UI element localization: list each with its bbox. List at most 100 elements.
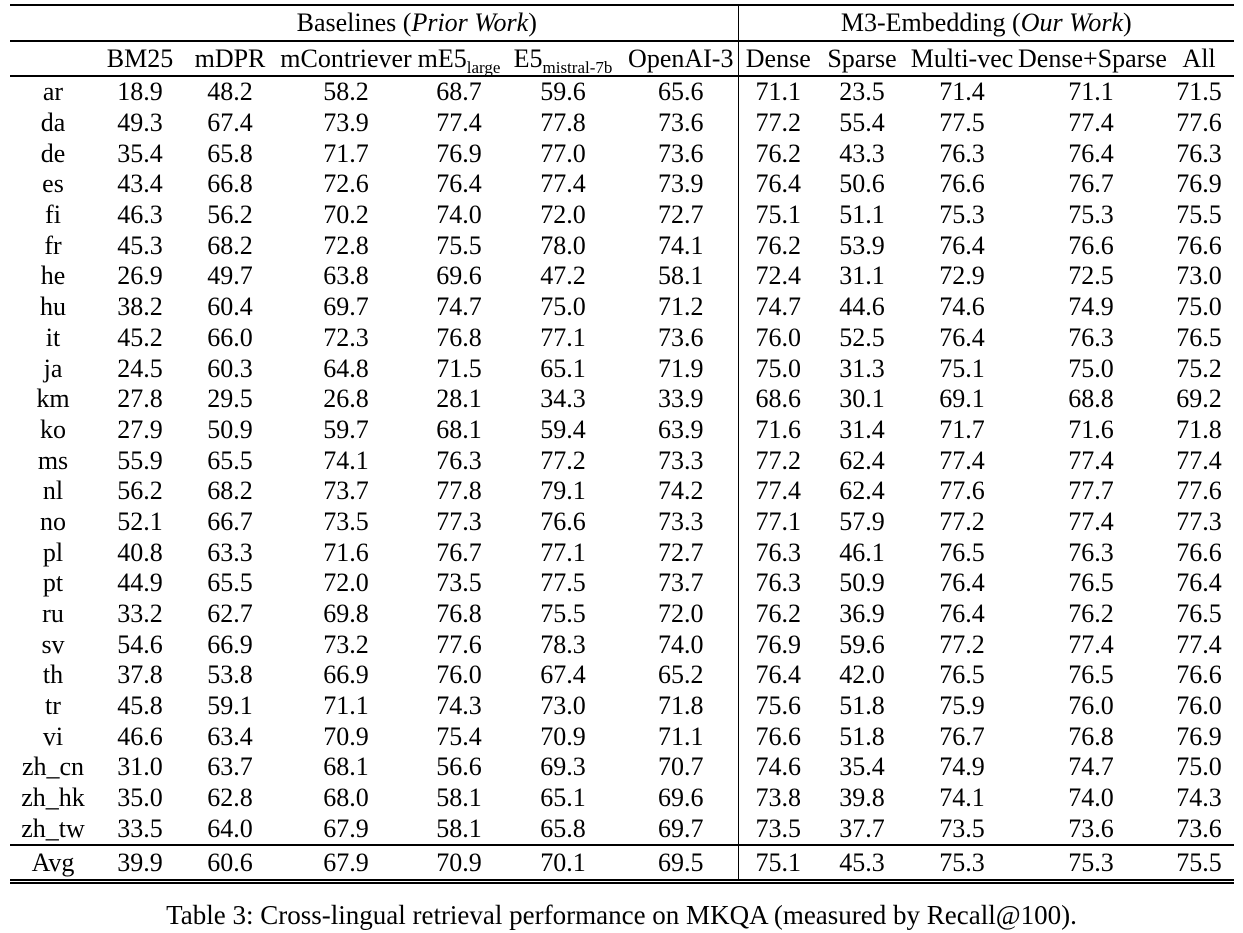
table-cell: 74.3 [436,691,482,721]
table-cell: 37.8 [117,660,163,690]
table-cell: 44.6 [839,292,885,322]
table-cell: 70.9 [416,844,502,882]
table-cell: 76.3 [1176,138,1222,168]
table-cell: 65.2 [658,660,704,690]
table-cell: 63.8 [323,261,369,291]
table-row: zh_tw 33.5 64.0 67.9 58.1 65.8 69.7 73.5 37.7 73.… [10,813,1234,846]
row-label: Avg [10,844,96,882]
table-cell: 74.1 [323,445,369,475]
table-cell: 35.0 [117,783,163,813]
table-cell: 73.5 [323,506,369,536]
row-label: it [45,322,61,352]
table-cell: 59.6 [540,77,586,107]
table-cell: 63.7 [207,752,253,782]
table-cell: 77.5 [540,568,586,598]
table-row: ru 33.2 62.7 69.8 76.8 75.5 72.0 76.2 36.9 76.4 76… [10,598,1234,630]
table-cell: 74.0 [436,200,482,230]
group-header: M3-Embedding (Our Work) [737,5,1235,42]
row-label: th [42,660,64,690]
table-cell: 76.7 [939,721,985,751]
table-cell: 76.0 [1176,691,1222,721]
table-cell: 40.8 [117,537,163,567]
table-cell: 74.9 [939,752,985,782]
table-cell: 71.9 [658,353,704,383]
column-header: Multi-vec [906,41,1019,77]
table-cell: 75.0 [737,353,819,384]
table-cell: 75.0 [1176,752,1222,782]
table-cell: 75.5 [436,230,482,260]
table-cell: 69.2 [1176,384,1222,414]
table-cell: 31.3 [839,353,885,383]
row-label: zh_hk [21,783,85,813]
table-cell: 23.5 [839,77,885,107]
table-cell: 58.1 [436,813,482,843]
table-cell: 76.3 [737,537,819,568]
table-cell: 76.0 [1068,691,1114,721]
table-cell: 76.4 [1176,568,1222,598]
table-cell: 66.0 [207,322,253,352]
table-cell: 71.5 [436,353,482,383]
table-cell: 66.9 [207,629,253,659]
table-cell: 37.7 [839,813,885,843]
table-cell: 31.0 [117,752,163,782]
table-cell: 76.5 [1176,599,1222,629]
column-header: BM25 [96,41,184,77]
table-cell: 76.6 [737,721,819,753]
table-cell: 45.8 [117,691,163,721]
table-cell: 70.1 [502,844,624,882]
table-cell: 77.4 [939,445,985,475]
table-cell: 55.9 [117,445,163,475]
table-cell: 74.6 [737,752,819,783]
table-cell: 66.8 [207,169,253,199]
table-cell: 45.3 [117,230,163,260]
table-row: fi 46.3 56.2 70.2 74.0 72.0 72.7 75.1 51.1 75.3 75… [10,199,1234,231]
table-cell: 76.3 [436,445,482,475]
table-cell: 77.2 [737,107,819,139]
table-cell: 77.2 [939,506,985,536]
table-cell: 76.4 [939,599,985,629]
row-label: pl [42,537,64,567]
table-row: th 37.8 53.8 66.9 76.0 67.4 65.2 76.4 42.0 76.5 76… [10,660,1234,691]
row-label: zh_tw [21,813,85,843]
table-cell: 75.1 [737,844,819,882]
table-row: zh_cn 31.0 63.7 68.1 56.6 69.3 70.7 74.6 35.4 74.… [10,752,1234,783]
table-cell: 43.3 [839,138,885,168]
table-cell: 50.9 [839,568,885,598]
table-cell: 73.9 [323,108,369,138]
table-row: sv 54.6 66.9 73.2 77.6 78.3 74.0 76.9 59.6 77.2 77… [10,629,1234,661]
group-header: Baselines (Prior Work) [96,5,739,42]
column-header-subscript: mistral-7b [542,57,613,77]
table-cell: 76.3 [939,138,985,168]
table-cell: 73.6 [1176,813,1222,843]
table-cell: 51.1 [839,200,885,230]
table-cell: 69.6 [436,261,482,291]
table-cell: 45.2 [117,322,163,352]
table-cell: 66.7 [207,506,253,536]
table-cell: 75.0 [1176,292,1222,322]
table-cell: 76.2 [1068,599,1114,629]
table-cell: 43.4 [117,169,163,199]
table-cell: 76.2 [737,230,819,262]
row-label: sv [41,629,65,659]
table-cell: 29.5 [207,384,253,414]
table-cell: 77.6 [1176,476,1222,506]
table-cell: 65.5 [207,568,253,598]
table-cell: 65.8 [540,813,586,843]
table-cell: 74.1 [658,230,704,260]
row-label: ar [42,77,64,107]
table-cell: 70.7 [658,752,704,782]
table-row: zh_hk 35.0 62.8 68.0 58.1 65.1 69.6 73.8 39.8 74.… [10,782,1234,814]
table-cell: 76.5 [939,537,985,567]
table-cell: 27.8 [117,384,163,414]
table-cell: 74.1 [939,783,985,813]
table-cell: 74.7 [1068,752,1114,782]
table-cell: 56.6 [436,752,482,782]
table-cell: 71.4 [939,77,985,107]
table-cell: 76.6 [540,506,586,536]
table-cell: 60.4 [207,292,253,322]
table-cell: 73.6 [658,108,704,138]
table-cell: 59.7 [323,414,369,444]
table-cell: 77.6 [436,629,482,659]
table-cell: 77.8 [436,476,482,506]
table-cell: 39.9 [96,844,184,882]
